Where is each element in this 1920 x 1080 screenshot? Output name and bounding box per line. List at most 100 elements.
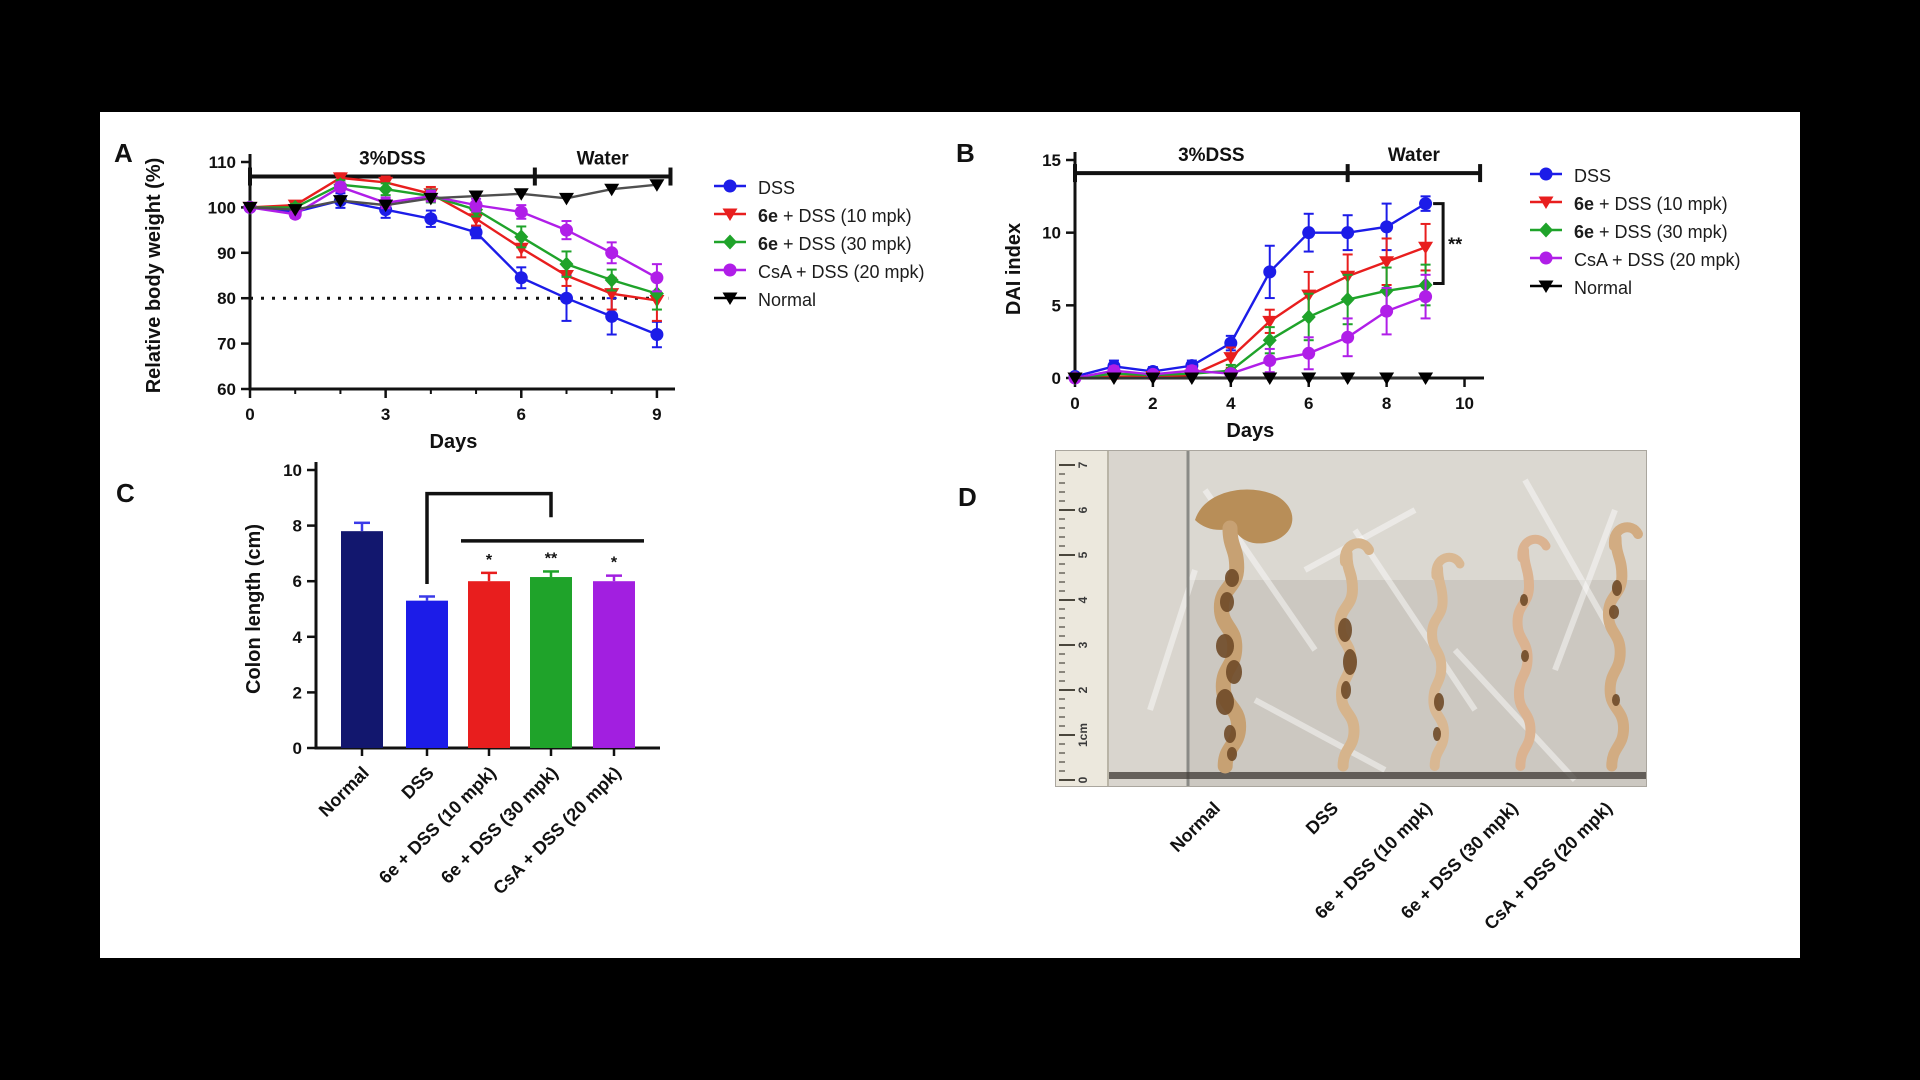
colon-body (1213, 520, 1247, 774)
point-Normal (1223, 372, 1239, 385)
point-DSS (514, 271, 528, 285)
x-tick-label: 4 (1226, 394, 1236, 413)
panel-d-label: D (958, 482, 977, 512)
circle-marker-icon (723, 263, 737, 276)
significance-star: * (486, 552, 493, 569)
colon-body (1427, 563, 1449, 771)
circle-marker-icon (712, 261, 748, 284)
phase-label: Water (1388, 145, 1441, 166)
point-Normal (287, 204, 303, 217)
cecum (1195, 489, 1293, 544)
panel-b-label: B (956, 138, 975, 168)
ruler-number: 2 (1076, 686, 1090, 693)
fecal-spot (1341, 681, 1351, 699)
category-label: 6e + DSS (30 mpk) (437, 763, 562, 888)
point-6e + DSS (30 mpk) (604, 272, 619, 288)
point-Normal (1184, 372, 1200, 385)
circle-marker-icon (1539, 251, 1553, 264)
colon-specimen-DSS (1334, 538, 1374, 772)
bar-6e + DSS (30 mpk) (530, 577, 572, 748)
point-DSS (469, 225, 483, 239)
legend-label: DSS (758, 177, 796, 198)
series-line-6e + DSS (30 mpk) (1074, 283, 1426, 380)
point-Normal (332, 195, 348, 208)
ruler-number: 3 (1076, 641, 1090, 648)
legend-item-csa: CsA + DSS (20 mpk) (712, 258, 925, 286)
y-tick-label: 10 (283, 461, 302, 480)
x-tick-label: 10 (1455, 394, 1474, 413)
triangle-marker-icon (1528, 193, 1564, 216)
photo-column-label-dss: DSS (1301, 798, 1343, 839)
point-Normal (513, 188, 529, 201)
panel-a-label: A (114, 138, 133, 168)
fecal-spot (1612, 694, 1620, 706)
point-DSS (605, 309, 619, 323)
point-CsA + DSS (20 mpk) (1263, 354, 1277, 368)
legend-item-csa: CsA + DSS (20 mpk) (1528, 246, 1741, 274)
category-label: CsA + DSS (20 mpk) (489, 763, 625, 899)
point-Normal (468, 190, 484, 204)
point-6e + DSS (30 mpk) (378, 181, 393, 197)
x-tick-label: 0 (245, 405, 254, 424)
triangle-marker-icon (722, 208, 738, 221)
significance-bracket (1433, 202, 1445, 286)
point-6e + DSS (30 mpk) (649, 286, 664, 302)
fecal-spot (1224, 725, 1236, 743)
comparison-bracket (425, 491, 553, 584)
point-Normal (1067, 372, 1083, 385)
category-label: DSS (398, 763, 438, 803)
point-Normal (1301, 372, 1317, 385)
panel-b-legend: DSS 6e + DSS (10 mpk) 6e + DSS (30 mpk) … (1528, 162, 1741, 302)
ruler-number: 5 (1076, 551, 1090, 558)
x-tick-label: 3 (381, 405, 390, 424)
point-CsA + DSS (20 mpk) (1302, 346, 1316, 360)
figure-canvas: A 60 70 80 90 100 110 0 3 6 9 Days Relative body we… (100, 112, 1800, 958)
dss-marker-icon (1528, 165, 1564, 188)
legend-label: DSS (1574, 165, 1612, 186)
legend-label: CsA + DSS (20 mpk) (1574, 249, 1741, 270)
series-line-CsA + DSS (20 mpk) (1074, 295, 1426, 380)
y-axis-title: DAI index (1003, 223, 1025, 315)
plastic-wrinkle (1552, 508, 1618, 672)
fecal-spot (1216, 634, 1234, 658)
panel-d-colon-photo: 7 6 5 4 3 2 1cm 0 (1055, 450, 1647, 787)
triangle-marker-icon (1538, 196, 1554, 209)
ruler-number: 1cm (1076, 723, 1090, 747)
ruler-number: 7 (1076, 461, 1090, 468)
point-6e + DSS (30 mpk) (559, 256, 574, 272)
plastic-wrinkle (1522, 478, 1613, 632)
diamond-marker-icon (712, 233, 748, 256)
legend-item-6e-30: 6e + DSS (30 mpk) (712, 230, 925, 258)
y-tick-label: 10 (1042, 224, 1061, 243)
legend-item-normal: Normal (1528, 274, 1741, 302)
y-tick-label: 80 (217, 289, 236, 308)
fecal-spot (1225, 569, 1239, 587)
phase-label: 3%DSS (359, 149, 426, 170)
significance-star: ** (545, 550, 558, 567)
series-line-DSS (1074, 202, 1427, 378)
point-CsA + DSS (20 mpk) (1341, 330, 1355, 344)
point-DSS (650, 328, 664, 342)
legend-item-6e-10: 6e + DSS (10 mpk) (1528, 190, 1741, 218)
point-DSS (1302, 226, 1316, 240)
point-Normal (242, 201, 258, 215)
fecal-spot (1521, 650, 1529, 662)
point-Normal (378, 199, 394, 213)
category-label: Normal (315, 763, 373, 821)
circle-marker-icon (1528, 249, 1564, 272)
point-CsA + DSS (20 mpk) (469, 198, 483, 212)
point-CsA + DSS (20 mpk) (333, 180, 347, 194)
ruler-number: 6 (1076, 506, 1090, 513)
point-Normal (1262, 372, 1278, 385)
fecal-spot (1220, 592, 1234, 612)
ruler-number: 4 (1076, 596, 1090, 603)
y-tick-label: 2 (293, 683, 302, 702)
point-Normal (1340, 372, 1356, 385)
point-CsA + DSS (20 mpk) (605, 246, 619, 260)
x-axis-title: Days (430, 431, 478, 453)
y-tick-label: 70 (217, 335, 236, 354)
point-Normal (604, 183, 620, 197)
phase-label: 3%DSS (1178, 145, 1245, 166)
diamond-marker-icon (1528, 221, 1564, 244)
